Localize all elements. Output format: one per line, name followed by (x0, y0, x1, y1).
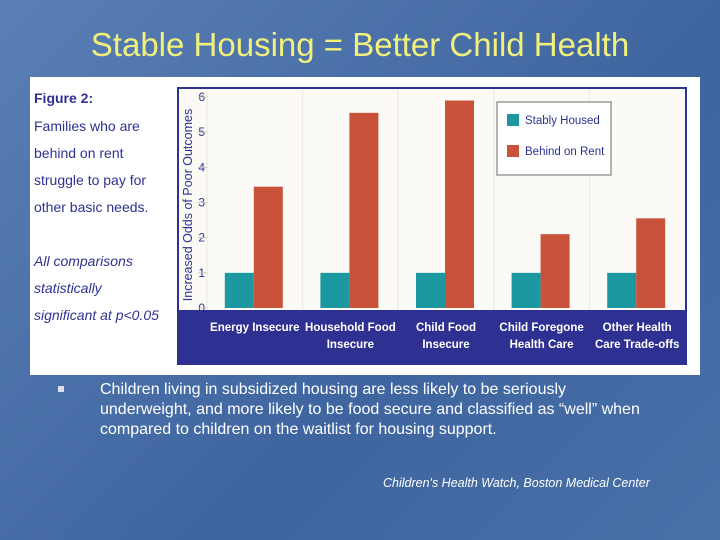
y-axis-label: Increased Odds of Poor Outcomes (181, 109, 195, 301)
category-strip (178, 310, 686, 364)
legend-label: Stably Housed (525, 115, 600, 127)
bar (607, 272, 637, 308)
source: Children's Health Watch, Boston Medical … (383, 476, 650, 490)
slide-title: Stable Housing = Better Child Health (90, 26, 630, 63)
legend-swatch (507, 145, 519, 157)
legend-label: Behind on Rent (525, 146, 605, 158)
bar (349, 112, 379, 308)
bar (224, 272, 254, 308)
x-tick-label: Household Food Insecure (305, 322, 396, 351)
caption: Families who are behind on rent struggle… (34, 118, 149, 215)
x-tick-label: Energy Insecure (210, 322, 300, 334)
figure-label: Figure 2: (34, 90, 94, 106)
x-tick-label: Other Health Care Trade-offs (595, 322, 680, 351)
bar (540, 234, 570, 308)
x-tick-label: Child Food Insecure (415, 322, 477, 351)
bullet-marker (58, 386, 64, 392)
bar (636, 218, 666, 308)
bar (511, 272, 541, 308)
legend-box (496, 101, 612, 176)
bar (416, 272, 445, 308)
note: All comparisons statistically significan… (34, 253, 159, 323)
bar (253, 186, 283, 308)
x-tick-label: Child Foregone Health Care (499, 322, 584, 351)
bar (445, 100, 474, 309)
legend-swatch (507, 114, 519, 126)
bar (320, 272, 350, 308)
bullet-text: Children living in subsidized housing ar… (100, 381, 640, 438)
